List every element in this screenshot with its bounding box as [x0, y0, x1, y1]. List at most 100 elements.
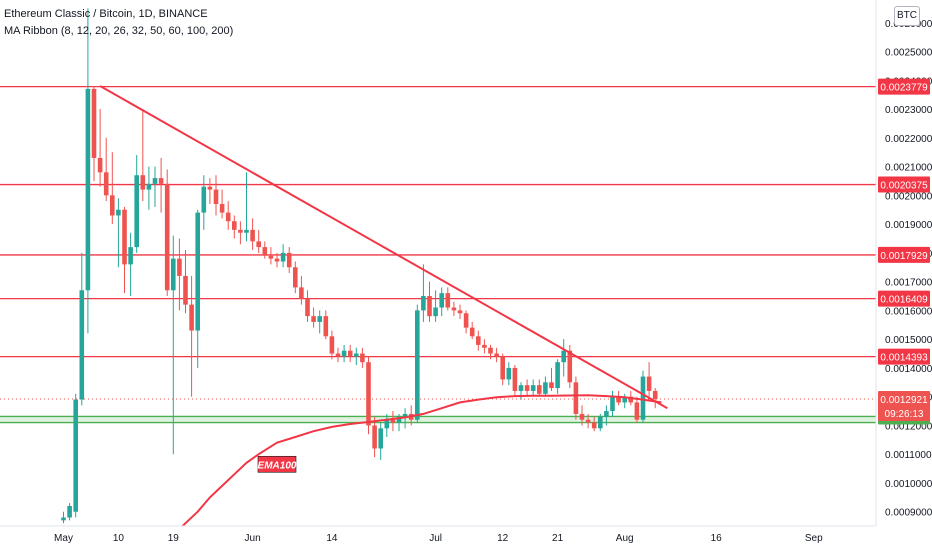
- ema100-line: [181, 394, 662, 526]
- candle: [116, 198, 121, 268]
- candle: [482, 339, 487, 354]
- candle-body: [189, 304, 194, 331]
- price-tick-label: 0.0023000: [885, 105, 932, 116]
- time-tick-label: Jul: [429, 533, 442, 544]
- candle-body: [366, 362, 371, 426]
- price-tick-label: 0.0012000: [885, 421, 932, 432]
- candle-body: [171, 258, 176, 291]
- level-price-tag: 0.0016409: [878, 290, 930, 307]
- time-tick-label: 14: [326, 533, 338, 544]
- candle-body: [549, 382, 554, 389]
- candle: [293, 261, 298, 294]
- candle-body: [164, 183, 170, 291]
- candle-body: [103, 172, 109, 196]
- price-tick-label: 0.0021000: [885, 163, 932, 174]
- price-tick-label: 0.0009000: [885, 508, 932, 519]
- candle-body: [134, 175, 139, 248]
- candle-body: [543, 382, 548, 394]
- candle-body: [537, 385, 542, 394]
- candle-body: [378, 428, 383, 449]
- candle-body: [530, 385, 536, 391]
- candle: [415, 304, 420, 423]
- candle: [476, 330, 481, 351]
- candle: [585, 413, 591, 429]
- candle: [207, 178, 213, 204]
- candle-body: [116, 209, 121, 216]
- candle: [268, 247, 274, 265]
- candle: [329, 330, 335, 360]
- candle-body: [469, 327, 475, 337]
- candle: [463, 310, 469, 334]
- candle: [433, 290, 438, 322]
- candle: [335, 347, 341, 363]
- candle: [299, 275, 304, 305]
- symbol-title: Ethereum Classic / Bitcoin, 1D, BINANCE: [4, 8, 208, 20]
- candle-body: [225, 212, 231, 222]
- level-price-tag: 0.0023779: [878, 78, 930, 95]
- price-tick-label: 0.0022000: [885, 134, 932, 145]
- candle-body: [384, 419, 390, 429]
- price-tick-label: 0.0017000: [885, 278, 932, 289]
- trendline: [99, 85, 668, 410]
- candle-body: [372, 425, 377, 449]
- candle: [561, 339, 566, 377]
- candle: [146, 166, 152, 210]
- level-price-tag: 0.0014393: [878, 348, 930, 365]
- time-tick-label: Sep: [805, 533, 823, 544]
- candle-body: [646, 376, 652, 391]
- candle: [421, 264, 426, 322]
- candle-body: [79, 290, 85, 400]
- candle-body: [652, 390, 658, 399]
- price-tick-label: 0.0015000: [885, 335, 932, 346]
- candle-body: [122, 209, 127, 265]
- candle-body: [61, 517, 66, 521]
- candle: [524, 379, 530, 397]
- candle: [610, 390, 615, 417]
- price-tag-box: [878, 348, 930, 365]
- candle-body: [85, 88, 91, 291]
- price-tick-label: 0.0025000: [885, 48, 932, 59]
- candle-body: [274, 258, 280, 262]
- candle: [164, 169, 170, 297]
- candle-body: [67, 505, 72, 518]
- candle: [122, 206, 127, 294]
- candle: [652, 388, 658, 409]
- candle: [390, 411, 396, 432]
- candle-body: [500, 356, 505, 380]
- candle-body: [201, 186, 207, 213]
- candle-body: [628, 396, 634, 403]
- candle: [506, 362, 512, 386]
- candle: [543, 376, 548, 397]
- candle-body: [256, 241, 261, 248]
- candle: [555, 359, 560, 394]
- candle: [372, 416, 377, 458]
- candle: [537, 379, 542, 397]
- candle-body: [207, 186, 213, 190]
- candle-body: [213, 189, 219, 204]
- candle: [427, 281, 432, 322]
- candle-body: [140, 175, 146, 190]
- candle-body: [439, 293, 444, 308]
- currency-button[interactable]: BTC: [894, 6, 920, 26]
- candle-body: [396, 416, 402, 423]
- candle: [250, 218, 255, 250]
- candle: [323, 310, 329, 340]
- candle: [384, 413, 390, 437]
- candle: [396, 413, 402, 432]
- candle-body: [598, 416, 603, 429]
- candle: [439, 287, 444, 317]
- annotation-text: EMA100: [258, 460, 297, 471]
- candle-body: [555, 362, 560, 389]
- candle: [579, 405, 585, 426]
- candle: [134, 155, 139, 253]
- candle: [549, 367, 554, 391]
- candle: [494, 347, 499, 363]
- candle-body: [421, 296, 426, 311]
- candle: [451, 301, 457, 317]
- candle: [286, 247, 292, 274]
- time-tick-label: 21: [552, 533, 564, 544]
- candle-body: [195, 212, 200, 331]
- candle: [488, 344, 493, 360]
